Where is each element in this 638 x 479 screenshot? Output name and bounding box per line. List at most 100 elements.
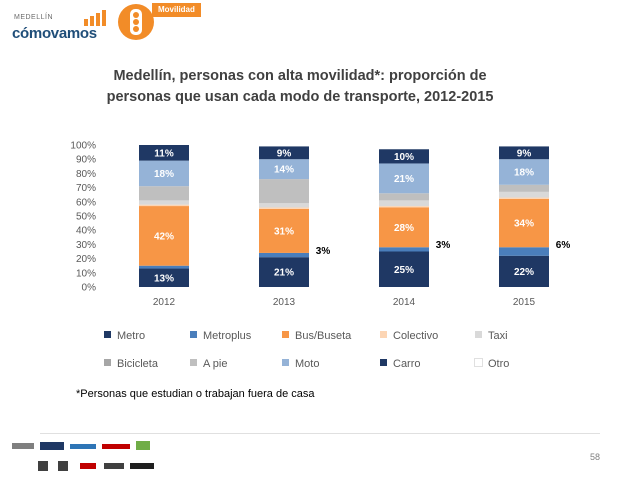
bar-segment: [139, 265, 189, 269]
x-tick-label: 2012: [153, 297, 176, 308]
bar-segment: [259, 252, 309, 258]
data-label: 42%: [154, 231, 174, 242]
y-tick-label: 50%: [76, 212, 96, 223]
legend-swatch: [474, 358, 483, 367]
legend-item: Bus/Buseta: [282, 329, 351, 343]
bar-segment: [379, 207, 429, 248]
bar-segment: [139, 206, 189, 266]
y-tick-label: 40%: [76, 226, 96, 237]
legend-swatch: [104, 359, 111, 366]
data-label: 21%: [394, 174, 414, 185]
y-tick-label: 100%: [70, 141, 96, 152]
bar-segment: [379, 163, 429, 194]
data-label: 6%: [556, 240, 571, 251]
legend-label: Metroplus: [203, 330, 252, 342]
bar-segment: [259, 207, 309, 209]
legend-item: Metroplus: [190, 329, 251, 343]
footnote: *Personas que estudian o trabajan fuera …: [76, 388, 315, 400]
data-label: 9%: [517, 148, 532, 159]
bar-segment: [379, 200, 429, 207]
y-tick-label: 80%: [76, 169, 96, 180]
comovamos-logo: MEDELLÍN cómovamos: [12, 8, 112, 44]
bar-segment: [379, 149, 429, 164]
bar-segment: [139, 268, 189, 287]
data-label: 21%: [274, 268, 294, 279]
data-label: 13%: [154, 273, 174, 284]
bar-segment: [139, 145, 189, 161]
bar-segment: [259, 208, 309, 253]
bar-segment: [379, 247, 429, 252]
data-label: 28%: [394, 223, 414, 234]
section-label: Movilidad: [152, 3, 201, 17]
legend-label: A pie: [203, 358, 228, 370]
traffic-light-icon: [118, 4, 154, 40]
legend-swatch: [190, 331, 197, 338]
data-label: 34%: [514, 219, 534, 230]
legend-item: Carro: [380, 357, 421, 371]
bar-segment: [139, 200, 189, 205]
legend-item: Otro: [474, 357, 510, 371]
legend-label: Metro: [117, 330, 146, 342]
bar-segment: [379, 193, 429, 201]
y-tick-label: 70%: [76, 183, 96, 194]
bar-segment: [499, 146, 549, 160]
y-tick-label: 30%: [76, 240, 96, 251]
data-label: 3%: [316, 246, 331, 257]
legend-label: Bus/Buseta: [295, 330, 352, 342]
legend-item: Colectivo: [380, 329, 438, 343]
chart-title-line-1: Medellín, personas con alta movilidad*: …: [113, 68, 487, 84]
bar-segment: [139, 160, 189, 187]
data-label: 25%: [394, 265, 414, 276]
footer-divider: [40, 433, 600, 434]
sponsor-logos: [12, 441, 154, 471]
legend-swatch: [380, 331, 387, 338]
bar-segment: [499, 191, 549, 198]
legend-swatch: [190, 359, 197, 366]
y-tick-label: 10%: [76, 268, 96, 279]
data-label: 22%: [514, 267, 534, 278]
bar-segment: [259, 146, 309, 160]
legend-swatch: [380, 359, 387, 366]
bar-segment: [259, 179, 309, 204]
legend-swatch: [475, 331, 482, 338]
data-label: 10%: [394, 152, 414, 163]
bar-segment: [499, 159, 549, 185]
bar-segment: [499, 184, 549, 192]
legend-label: Taxi: [488, 330, 508, 342]
bar-segment: [139, 204, 189, 207]
y-tick-label: 0%: [82, 283, 97, 294]
page-number: 58: [590, 452, 601, 462]
bar-segment: [499, 255, 549, 287]
legend-label: Bicicleta: [117, 358, 158, 370]
chart-title-line-2: personas que usan cada modo de transport…: [106, 89, 494, 105]
legend-item: A pie: [190, 357, 227, 371]
logo-bars-icon: [84, 10, 106, 26]
x-tick-label: 2013: [273, 297, 296, 308]
y-tick-label: 20%: [76, 254, 96, 265]
data-label: 9%: [277, 148, 292, 159]
y-tick-label: 60%: [76, 197, 96, 208]
bar-segment: [499, 247, 549, 256]
stacked-bar-chart: 0% 10% 20% 30% 40% 50% 60% 70% 80% 90% 100% 13% 42% 1…: [70, 141, 571, 309]
legend-item: Metro: [104, 329, 145, 343]
x-tick-label: 2015: [513, 297, 536, 308]
legend-item: Bicicleta: [104, 357, 158, 371]
legend-label: Colectivo: [393, 330, 439, 342]
bar-segment: [499, 197, 549, 199]
legend-swatch: [282, 331, 289, 338]
data-label: 31%: [274, 226, 294, 237]
legend-label: Otro: [488, 358, 510, 370]
chart-title: Medellín, personas con alta movilidad*: …: [80, 66, 520, 108]
data-label: 18%: [514, 167, 534, 178]
bar-segment: [379, 251, 429, 287]
bar-segment: [259, 203, 309, 208]
legend-swatch: [104, 331, 111, 338]
legend-item: Taxi: [475, 329, 508, 343]
bar-segment: [139, 186, 189, 201]
bar-segment: [379, 206, 429, 208]
legend-label: Moto: [295, 358, 320, 370]
logo-city-label: MEDELLÍN: [14, 14, 54, 21]
x-tick-label: 2014: [393, 297, 416, 308]
data-label: 3%: [436, 240, 451, 251]
data-label: 11%: [154, 148, 174, 159]
